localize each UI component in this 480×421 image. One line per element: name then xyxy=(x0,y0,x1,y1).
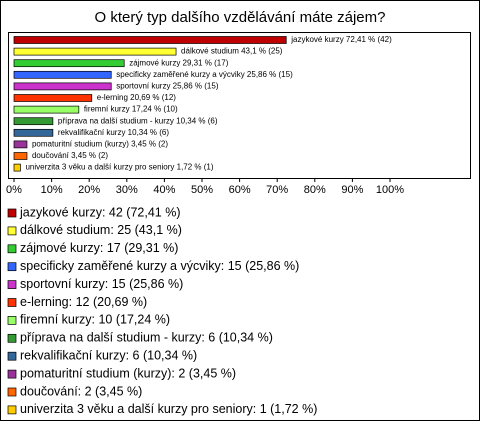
x-tick-label: 10% xyxy=(41,184,63,196)
x-tick-label: 60% xyxy=(229,184,251,196)
bar xyxy=(13,105,80,114)
legend-swatch xyxy=(7,226,17,236)
chart-title: O který typ dalšího vzdělávání máte záje… xyxy=(95,9,386,26)
legend-swatch xyxy=(7,333,17,343)
bar xyxy=(13,36,287,44)
x-tick-label: 40% xyxy=(153,184,175,196)
x-tick-label: 30% xyxy=(116,184,138,196)
legend-label: rekvalifikační kurzy: 6 (10,34 %) xyxy=(20,348,197,362)
bar-label: e-lerning 20,69 % (12) xyxy=(97,93,176,102)
legend-swatch xyxy=(7,351,17,361)
x-tick-label: 90% xyxy=(341,184,363,196)
bar-label: pomaturitní studium (kurzy) 3,45 % (2) xyxy=(32,140,168,149)
bar xyxy=(13,47,177,56)
x-tick-label: 0% xyxy=(6,184,22,196)
legend-label: firemní kurzy: 10 (17,24 %) xyxy=(20,313,170,327)
bar xyxy=(13,82,112,91)
legend-swatch xyxy=(7,387,17,397)
legend-label: sportovní kurzy: 15 (25,86 %) xyxy=(20,277,183,291)
legend-swatch xyxy=(7,405,17,415)
legend-label: jazykové kurzy: 42 (72,41 %) xyxy=(19,205,181,219)
bar xyxy=(13,163,21,172)
bar xyxy=(13,140,28,149)
x-tick-label: 70% xyxy=(266,184,288,196)
bar-label: jazykové kurzy 72,41 % (42) xyxy=(290,35,392,44)
legend-label: univerzita 3 věku a další kurzy pro seni… xyxy=(20,402,317,416)
legend-label: doučování: 2 (3,45 %) xyxy=(20,384,142,398)
bar xyxy=(13,59,125,68)
x-tick-label: 20% xyxy=(78,184,100,196)
legend-label: příprava na další studium - kurzy: 6 (10… xyxy=(20,331,273,345)
x-tick-label: 50% xyxy=(191,184,213,196)
bar xyxy=(13,70,112,79)
x-tick-label: 80% xyxy=(304,184,326,196)
bar-label: firemní kurzy 17,24 % (10) xyxy=(84,105,178,114)
legend-label: e-lerning: 12 (20,69 %) xyxy=(20,295,147,309)
legend-swatch xyxy=(7,298,17,307)
bar-label: specificky zaměřené kurzy a výcviky 25,8… xyxy=(116,70,293,79)
legend-label: pomaturitní studium (kurzy): 2 (3,45 %) xyxy=(20,366,236,380)
legend-label: zájmové kurzy: 17 (29,31 %) xyxy=(20,241,178,255)
bar-label: sportovní kurzy 25,86 % (15) xyxy=(116,82,219,91)
bar-label: rekvalifikační kurzy 10,34 % (6) xyxy=(58,128,169,137)
legend-swatch xyxy=(7,316,17,325)
legend-label: specificky zaměřené kurzy a výcviky: 15 … xyxy=(20,259,299,273)
bar-label: univerzita 3 věku a další kurzy pro seni… xyxy=(25,163,213,172)
bar xyxy=(13,152,28,160)
legend-swatch xyxy=(7,208,17,218)
bar xyxy=(13,117,54,126)
legend-label: dálkové studium: 25 (43,1 %) xyxy=(20,223,182,237)
bar-label: dálkové studium 43,1 % (25) xyxy=(181,47,283,56)
legend-swatch xyxy=(7,244,17,254)
x-tick-label: 100% xyxy=(376,184,404,196)
legend-swatch xyxy=(7,262,17,272)
bar-label: doučování 3,45 % (2) xyxy=(32,151,108,160)
bar-label: příprava na další studium - kurzy 10,34 … xyxy=(58,116,218,125)
bar xyxy=(13,128,54,137)
bar xyxy=(13,94,93,102)
bar-label: zájmové kurzy 29,31 % (17) xyxy=(129,58,228,67)
legend-swatch xyxy=(7,280,17,289)
legend-swatch xyxy=(7,369,17,379)
